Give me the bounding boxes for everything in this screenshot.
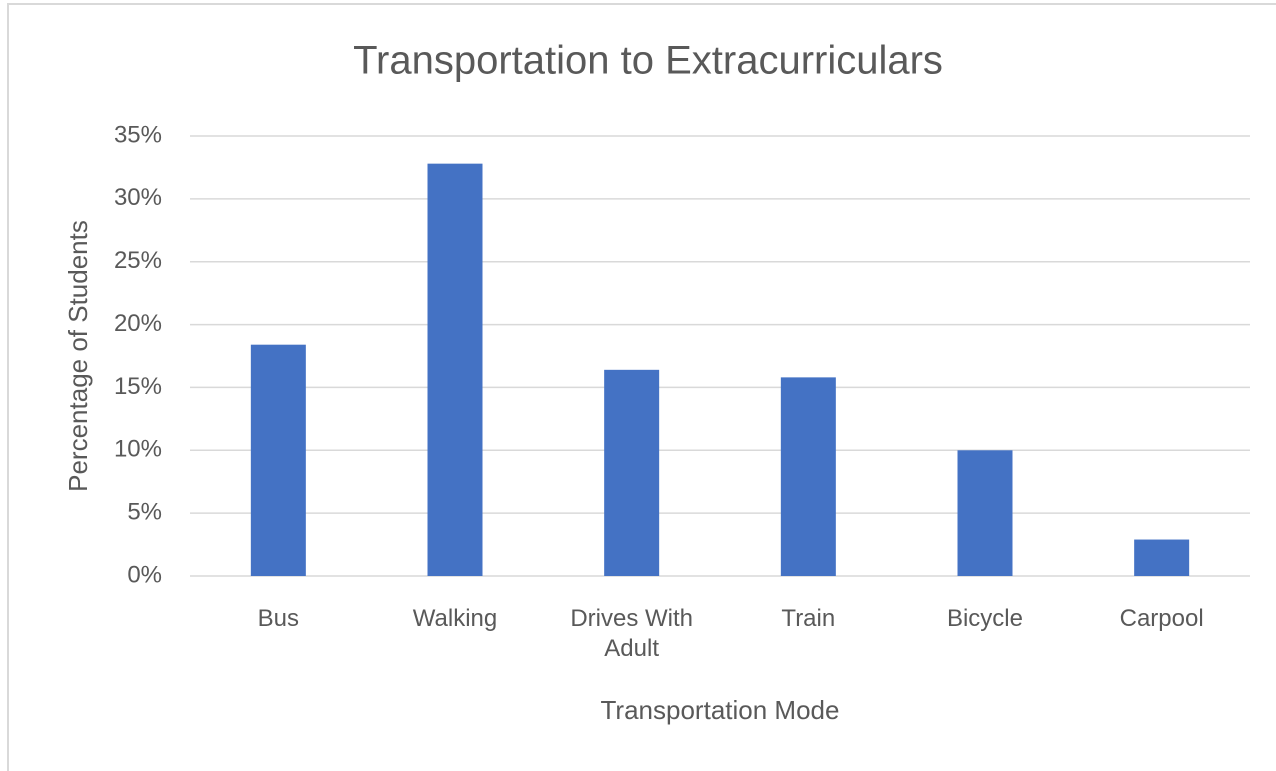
y-tick-label: 20% (114, 310, 162, 337)
x-tick-label: Bicycle (946, 605, 1023, 632)
x-tick-label-box: Train (781, 605, 836, 632)
y-tick-label: 35% (114, 121, 162, 148)
bar (250, 344, 306, 576)
y-tick-label: 25% (114, 247, 162, 274)
x-axis-title: Transportation Mode (601, 695, 840, 725)
x-tick-label: Walking (412, 605, 498, 632)
bar (604, 369, 660, 576)
bar (1134, 539, 1190, 576)
x-tick-label-box: Drives With Adult (570, 605, 693, 662)
chart-title: Transportation to Extracurriculars (353, 39, 943, 83)
x-tick-label: Drives With Adult (570, 605, 693, 662)
y-tick-label: 10% (114, 436, 162, 463)
y-tick-label: 30% (114, 184, 162, 211)
x-tick-label: Carpool (1119, 605, 1204, 632)
y-tick-label: 0% (127, 561, 162, 588)
bar (780, 377, 836, 576)
x-tick-label-box: Bicycle (946, 605, 1023, 632)
y-axis-title: Percentage of Students (63, 220, 93, 492)
x-tick-label-box: Bus (257, 605, 299, 632)
bar (427, 163, 483, 576)
bar (957, 450, 1013, 576)
x-tick-label: Bus (257, 605, 299, 632)
y-tick-label: 5% (127, 498, 162, 525)
x-tick-label-box: Carpool (1119, 605, 1204, 632)
x-tick-label-box: Walking (412, 605, 498, 632)
y-tick-label: 15% (114, 373, 162, 400)
x-tick-label: Train (781, 605, 836, 632)
